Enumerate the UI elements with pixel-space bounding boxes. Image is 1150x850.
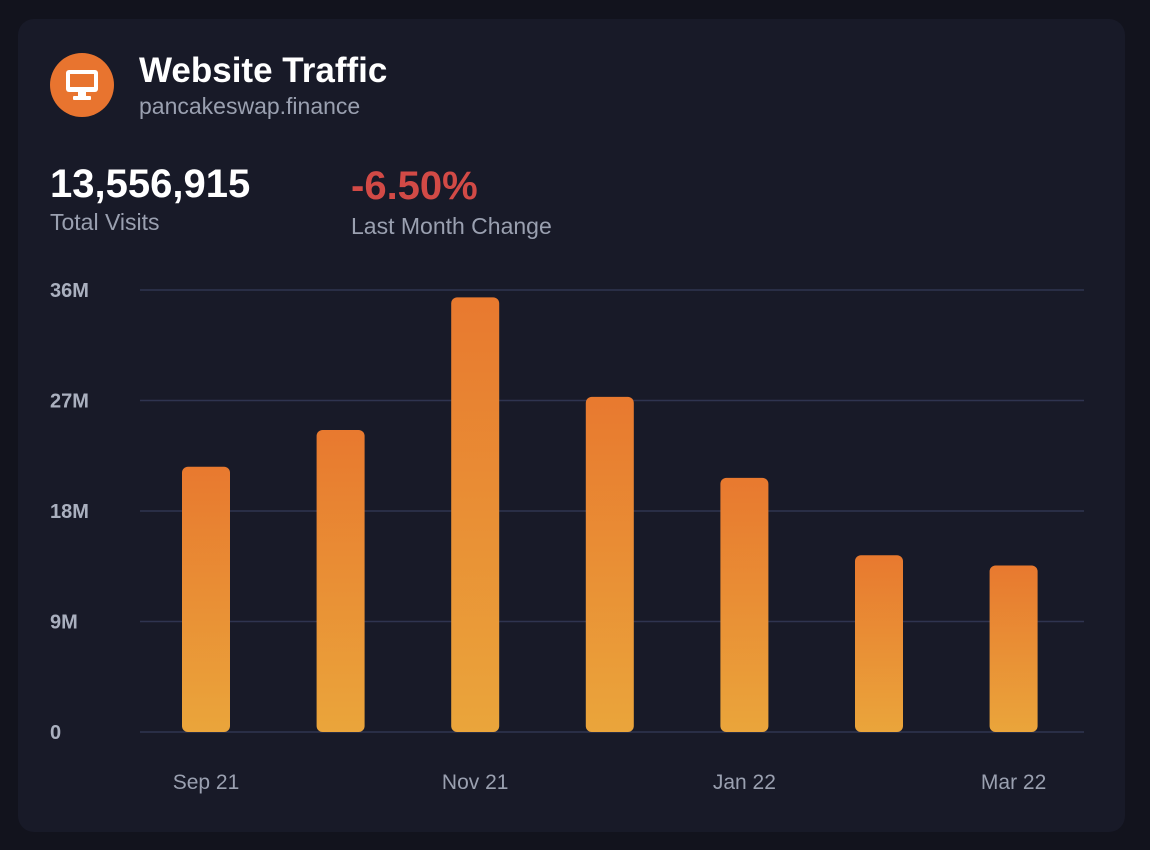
x-tick-label: Jan 22 — [713, 771, 776, 794]
y-tick-label: 0 — [50, 722, 61, 744]
traffic-bar-chart: 0 9M 18M 27M 36M Sep 21 Nov 21 Jan 22 Mar 22 — [50, 280, 1084, 794]
last-month-change-value: -6.50% — [351, 164, 478, 208]
traffic-card: Website Traffic pancakeswap.finance 13,5… — [18, 19, 1125, 832]
y-tick-label: 18M — [50, 501, 89, 523]
site-logo — [50, 53, 114, 117]
bar-mar-22[interactable] — [989, 565, 1038, 732]
y-tick-label: 9M — [50, 612, 78, 634]
monitor-icon — [66, 70, 98, 100]
bar-sep-21[interactable] — [182, 466, 230, 732]
x-tick-label: Sep 21 — [173, 771, 240, 794]
x-tick-label: Mar 22 — [981, 771, 1046, 794]
bar-feb-22[interactable] — [855, 555, 903, 732]
last-month-change-label: Last Month Change — [351, 213, 552, 239]
x-tick-label: Nov 21 — [442, 771, 509, 794]
y-tick-label: 36M — [50, 280, 89, 302]
y-tick-label: 27M — [50, 391, 89, 413]
bar-dec-21[interactable] — [585, 396, 634, 732]
bar-oct-21[interactable] — [316, 429, 365, 732]
card-subtitle: pancakeswap.finance — [139, 93, 361, 119]
bar-nov-21[interactable] — [451, 297, 500, 732]
card-title: Website Traffic — [139, 51, 388, 90]
total-visits-label: Total Visits — [50, 209, 160, 235]
total-visits-value: 13,556,915 — [50, 162, 251, 206]
bar-jan-22[interactable] — [720, 477, 769, 732]
